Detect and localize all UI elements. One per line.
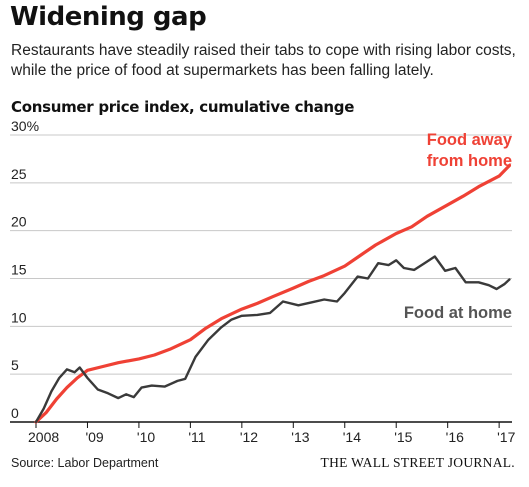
chart-heading: Consumer price index, cumulative change xyxy=(11,98,355,116)
publisher-brand: THE WALL STREET JOURNAL. xyxy=(320,455,515,470)
y-tick-label: 30% xyxy=(11,118,39,134)
y-tick-label: 5 xyxy=(11,357,19,373)
series-label-food-away: Food away xyxy=(427,131,513,149)
x-tick-label: '13 xyxy=(291,429,309,445)
x-tick-label: '16 xyxy=(446,429,464,445)
x-tick-label: '17 xyxy=(497,429,515,445)
series-label-food-home: Food at home xyxy=(404,304,512,322)
y-tick-label: 15 xyxy=(11,262,27,278)
x-tick-label: '12 xyxy=(240,429,258,445)
x-tick-label: '10 xyxy=(137,429,155,445)
x-tick-label: 2008 xyxy=(28,429,59,445)
chart-title: Widening gap xyxy=(10,2,207,32)
y-tick-label: 20 xyxy=(11,214,27,230)
x-tick-label: '14 xyxy=(343,429,361,445)
x-tick-label: '09 xyxy=(85,429,103,445)
source-note: Source: Labor Department xyxy=(11,456,159,470)
y-tick-label: 10 xyxy=(11,309,27,325)
chart-subtitle: Restaurants have steadily raised their t… xyxy=(11,42,516,79)
x-tick-label: '11 xyxy=(188,429,205,445)
series-line-food-away xyxy=(34,164,511,424)
y-tick-label: 0 xyxy=(11,405,19,421)
y-tick-label: 25 xyxy=(11,166,27,182)
series-line-food-home xyxy=(34,255,511,424)
x-tick-label: '15 xyxy=(394,429,412,445)
series-label-food-away: from home xyxy=(427,152,512,170)
